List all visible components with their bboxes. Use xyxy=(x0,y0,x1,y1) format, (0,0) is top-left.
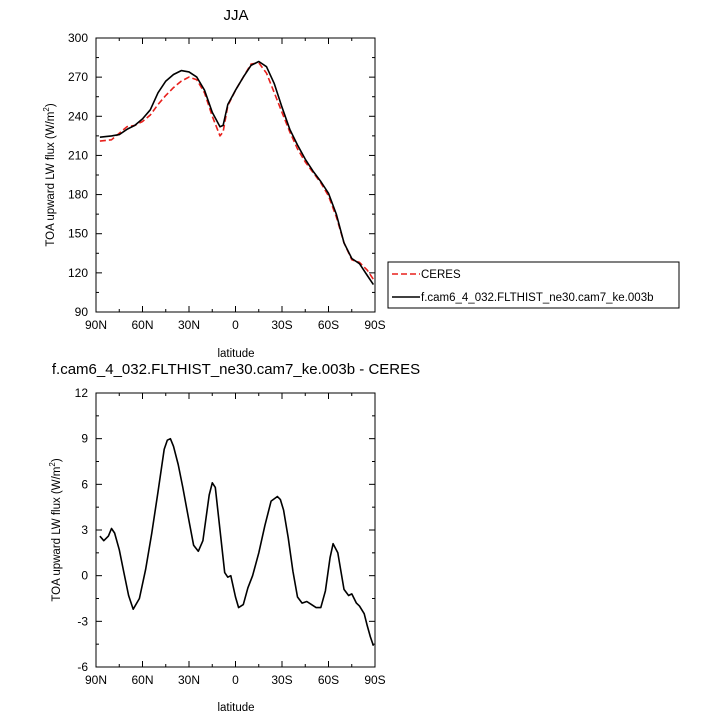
bottom-x-tick-label: 30N xyxy=(178,673,200,687)
top-y-tick-label: 180 xyxy=(68,188,88,202)
top-y-tick-label: 270 xyxy=(68,70,88,84)
legend-box xyxy=(387,261,680,309)
top-x-tick-label: 90S xyxy=(364,318,385,332)
top-series-line-0 xyxy=(99,62,375,280)
bottom-y-tick-label: 9 xyxy=(81,432,88,446)
bottom-x-tick-label: 60S xyxy=(318,673,339,687)
legend-ceres-label: CERES xyxy=(421,269,461,281)
top-chart-title: JJA xyxy=(223,7,248,24)
top-x-tick-label: 30S xyxy=(271,318,292,332)
bottom-series-group xyxy=(99,437,375,646)
top-ticks: 90N 60N 30N 0 30S 60S 90S 90 120 150 180 210 240 270 3… xyxy=(68,31,386,332)
bottom-ticks: 90N 60N 30N 0 30S 60S 90S -6 -3 0 3 6 9 12 xyxy=(75,386,386,687)
bottom-x-axis-label: latitude xyxy=(217,702,254,714)
bottom-x-tick-label: 30S xyxy=(271,673,292,687)
bottom-chart-title: f.cam6_4_032.FLTHIST_ne30.cam7_ke.003b -… xyxy=(52,361,420,378)
top-y-tick-label: 90 xyxy=(75,305,89,319)
top-x-tick-label: 0 xyxy=(232,318,239,332)
legend: CERES f.cam6_4_032.FLTHIST_ne30.cam7_ke.… xyxy=(387,261,680,309)
top-series-line-1 xyxy=(99,60,375,286)
bottom-plot-frame xyxy=(95,392,376,668)
top-y-tick-label: 150 xyxy=(68,227,88,241)
top-y-tick-label: 120 xyxy=(68,266,88,280)
top-series-group xyxy=(99,60,375,286)
bottom-x-tick-label: 0 xyxy=(232,673,239,687)
top-y-tick-label: 210 xyxy=(68,148,88,162)
top-x-tick-label: 30N xyxy=(178,318,200,332)
bottom-y-tick-label: -3 xyxy=(77,614,88,628)
bottom-y-axis-label: TOA upward LW flux (W/m2) xyxy=(48,458,63,602)
top-x-axis-label: latitude xyxy=(217,348,254,360)
top-plot-frame xyxy=(95,37,376,313)
bottom-panel: f.cam6_4_032.FLTHIST_ne30.cam7_ke.003b -… xyxy=(48,361,420,714)
top-x-tick-label: 90N xyxy=(85,318,107,332)
top-panel: JJA 90N 60N 30N 0 30S 60S 90S 90 120 150 180 210 240… xyxy=(42,7,386,360)
bottom-y-tick-label: 12 xyxy=(75,386,89,400)
bottom-series-line-0 xyxy=(99,437,375,646)
bottom-y-tick-label: 3 xyxy=(81,523,88,537)
bottom-x-tick-label: 60N xyxy=(131,673,153,687)
top-x-tick-label: 60S xyxy=(318,318,339,332)
bottom-y-tick-label: -6 xyxy=(77,660,88,674)
bottom-x-tick-label: 90N xyxy=(85,673,107,687)
bottom-y-tick-label: 0 xyxy=(81,569,88,583)
top-x-tick-label: 60N xyxy=(131,318,153,332)
top-y-tick-label: 300 xyxy=(68,31,88,45)
top-y-axis-label: TOA upward LW flux (W/m2) xyxy=(42,103,57,247)
top-y-tick-label: 240 xyxy=(68,109,88,123)
bottom-x-tick-label: 90S xyxy=(364,673,385,687)
legend-model-label: f.cam6_4_032.FLTHIST_ne30.cam7_ke.003b xyxy=(421,292,653,304)
bottom-y-tick-label: 6 xyxy=(81,477,88,491)
